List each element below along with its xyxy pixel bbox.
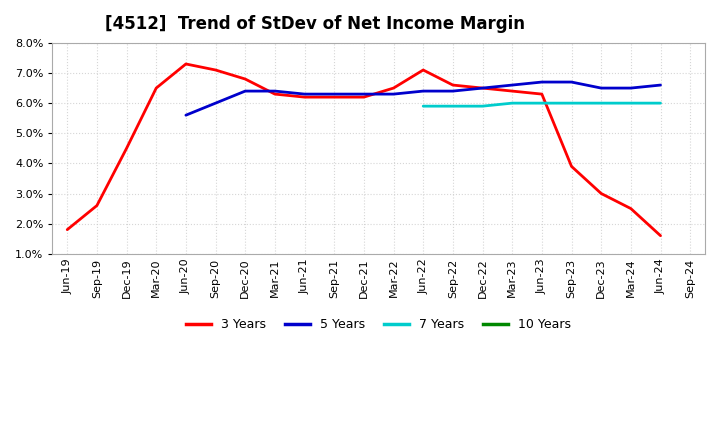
3 Years xyxy=(567,164,576,169)
5 Years xyxy=(359,92,368,97)
7 Years xyxy=(626,100,635,106)
3 Years xyxy=(359,95,368,100)
3 Years xyxy=(122,146,131,151)
5 Years xyxy=(300,92,309,97)
7 Years xyxy=(538,100,546,106)
3 Years xyxy=(63,227,71,232)
3 Years xyxy=(508,88,516,94)
5 Years xyxy=(181,113,190,118)
7 Years xyxy=(449,103,457,109)
Line: 7 Years: 7 Years xyxy=(423,103,660,106)
Text: [4512]  Trend of StDev of Net Income Margin: [4512] Trend of StDev of Net Income Marg… xyxy=(104,15,525,33)
3 Years xyxy=(241,77,250,82)
5 Years xyxy=(538,79,546,84)
7 Years xyxy=(656,100,665,106)
3 Years xyxy=(626,206,635,211)
3 Years xyxy=(181,61,190,66)
7 Years xyxy=(597,100,606,106)
3 Years xyxy=(211,67,220,73)
5 Years xyxy=(271,88,279,94)
3 Years xyxy=(597,191,606,196)
3 Years xyxy=(538,92,546,97)
3 Years xyxy=(93,203,102,208)
5 Years xyxy=(241,88,250,94)
5 Years xyxy=(419,88,428,94)
7 Years xyxy=(508,100,516,106)
5 Years xyxy=(597,85,606,91)
3 Years xyxy=(152,85,161,91)
5 Years xyxy=(478,85,487,91)
5 Years xyxy=(626,85,635,91)
3 Years xyxy=(449,82,457,88)
Line: 5 Years: 5 Years xyxy=(186,82,660,115)
3 Years xyxy=(656,233,665,238)
5 Years xyxy=(656,82,665,88)
5 Years xyxy=(330,92,338,97)
5 Years xyxy=(390,92,398,97)
Legend: 3 Years, 5 Years, 7 Years, 10 Years: 3 Years, 5 Years, 7 Years, 10 Years xyxy=(181,313,576,336)
3 Years xyxy=(300,95,309,100)
3 Years xyxy=(330,95,338,100)
5 Years xyxy=(508,82,516,88)
5 Years xyxy=(567,79,576,84)
Line: 3 Years: 3 Years xyxy=(67,64,660,236)
7 Years xyxy=(478,103,487,109)
5 Years xyxy=(449,88,457,94)
3 Years xyxy=(390,85,398,91)
7 Years xyxy=(419,103,428,109)
3 Years xyxy=(271,92,279,97)
5 Years xyxy=(211,100,220,106)
7 Years xyxy=(567,100,576,106)
3 Years xyxy=(478,85,487,91)
3 Years xyxy=(419,67,428,73)
